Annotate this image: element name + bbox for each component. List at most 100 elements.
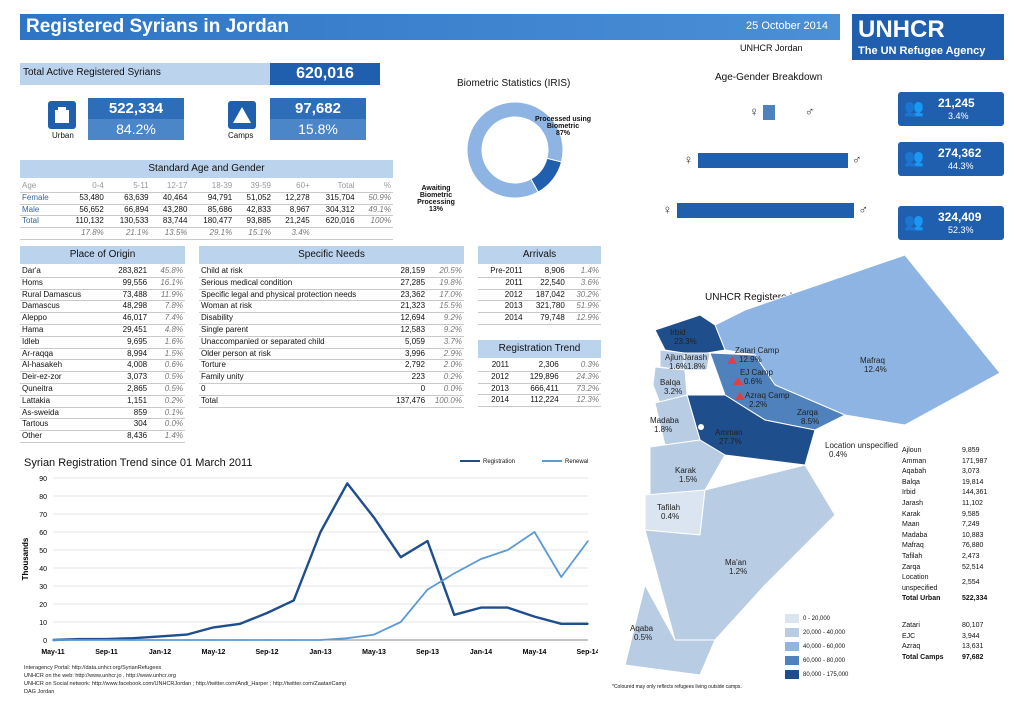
map-title: UNHCR Registered Syrians [705,292,829,303]
map-label-name: Aqaba [630,624,654,633]
reg-trend-value: 112,224 [510,394,561,408]
camp-value: 13,631 [962,643,984,651]
chart-legend-item: Registration [460,459,515,465]
region-aqaba[interactable] [624,583,716,676]
origin-pct: 0.0% [149,418,185,432]
needs-pct: 20.5% [427,266,464,278]
legend-label: 0 - 20,000 [803,616,831,622]
map-label-name: EJ Camp [740,368,773,377]
footer-social-link[interactable]: UNHCR on Social network: http://www.face… [24,681,347,687]
map-label: Irbid 23.3% [670,328,697,346]
needs-pct: 9.2% [427,312,464,325]
legend-label: 60,000 - 80,000 [803,658,846,664]
origin-row: Aleppo 46,017 7.4% [20,312,185,325]
origin-value: 9,695 [104,336,150,349]
origin-value: 283,821 [104,266,150,278]
age-gender-cell: 8,967 [272,204,312,217]
governorate-label: Karak [902,510,921,518]
header-bar: Registered Syrians in Jordan 25 October … [20,14,840,40]
needs-row: Child at risk 28,159 20.5% [199,266,464,278]
age-gender-cell: 13.5% [150,227,190,240]
age-gender-cell: 42,833 [234,204,273,217]
data-point [132,637,135,639]
region-karak[interactable] [649,439,726,496]
map-label-pct: 1.8% [687,362,705,371]
registration-trend-chart: 0 10 20 30 40 50 60 70 80 90 Thousands May-11 Sep-11… [21,476,598,656]
arrivals-pct: 30.2% [566,289,601,302]
needs-pct: 17.0% [427,289,464,302]
needs-value: 137,476 [387,395,428,408]
map-label: Madaba 1.8% [650,416,679,434]
region-jarash[interactable] [682,352,711,371]
origin-pct: 0.6% [149,359,185,373]
people-icon: 👥 [904,214,924,231]
reg-trend-value: 666,411 [510,383,561,396]
legend-line [542,460,562,463]
governorate-value: 19,814 [962,478,984,486]
x-tick-label: Sep-14 [577,649,598,656]
arrivals-label: 2012 [478,289,525,302]
reg-trend-pct: 73.2% [560,383,601,396]
origin-pct: 45.8% [149,266,185,278]
breakdown-chart: ♀ ♂ ♀ ♂ ♀ ♂ [610,88,880,228]
urban-pct: 84.2% [88,119,184,140]
arrivals-pct: 1.4% [566,266,601,278]
legend-swatch [785,627,799,637]
reg-trend-row: 2013 666,411 73.2% [478,383,601,396]
map-label-pct: 2.2% [749,400,767,409]
data-point [506,549,509,551]
data-point [453,614,456,616]
camps-label: Camps [228,131,254,140]
tent-icon [228,101,256,129]
needs-row: Unaccompanied or separated child 5,059 3.7… [199,336,464,349]
age-gender-cell [20,227,62,240]
arrivals-value: 79,748 [524,312,567,325]
origin-row: Dar'a 283,821 45.8% [20,266,185,278]
data-point [266,639,268,641]
data-point [453,572,456,575]
origin-pct: 0.1% [149,407,185,420]
origin-label: Ar-raqqa [20,348,105,361]
origin-row: Idleb 9,695 1.6% [20,336,185,349]
camp-value: 80,107 [962,622,984,629]
arrivals-pct: 3.6% [566,277,601,290]
origin-value: 8,994 [104,348,150,361]
region-irbid[interactable] [654,314,726,356]
region-mafraq[interactable] [714,255,1001,426]
data-point [319,531,322,533]
age-gender-cell: 50.9% [356,192,393,205]
needs-label: Serious medical condition [199,277,388,290]
data-point [239,639,242,641]
map-label: Location unspecified 0.4% [825,441,898,459]
reg-trend-title: Registration Trend [478,340,601,358]
map-legend-item: 0 - 20,000 [785,612,875,626]
age-gender-cell: 130,533 [105,215,151,229]
camp-row: Azraq 13,631 [900,642,1010,653]
origin-value: 1,151 [104,395,150,408]
footer-web-link[interactable]: UNHCR on the web: http://www.unhcr.jo , … [24,673,176,679]
camps-pct: 15.8% [270,119,366,140]
age-gender-cell: 180,477 [189,215,235,229]
camp-label: Total Camps [902,653,944,661]
data-point [533,615,536,618]
origin-pct: 7.4% [149,312,185,325]
unhcr-logo: UNHCR The UN Refugee Agency [852,14,1004,60]
age-total-pct: 44.3% [948,161,974,171]
origin-row: Ar-raqqa 8,994 1.5% [20,348,185,361]
reg-trend-pct: 12.3% [560,394,601,408]
y-tick-label: 50 [39,548,47,555]
age-gender-cell: Female [20,192,62,205]
data-point [212,639,215,641]
y-tick-label: 80 [39,494,47,501]
legend-label: Registration [483,459,516,465]
x-tick-label: May-12 [202,649,226,656]
needs-row: 0 0 0.0% [199,383,464,396]
needs-value: 27,285 [387,277,428,290]
chart-title: Syrian Registration Trend since 01 March… [24,457,253,469]
age-gender-cell: 53,480 [61,192,106,205]
footer-portal-link[interactable]: Interagency Portal: http://data.unhcr.or… [24,665,162,671]
governorate-row: Total Urban 522,334 [900,594,1010,605]
origin-value: 48,298 [104,300,150,314]
needs-row: Total 137,476 100.0% [199,395,464,408]
chart-legend-item: Renewal [542,459,588,465]
